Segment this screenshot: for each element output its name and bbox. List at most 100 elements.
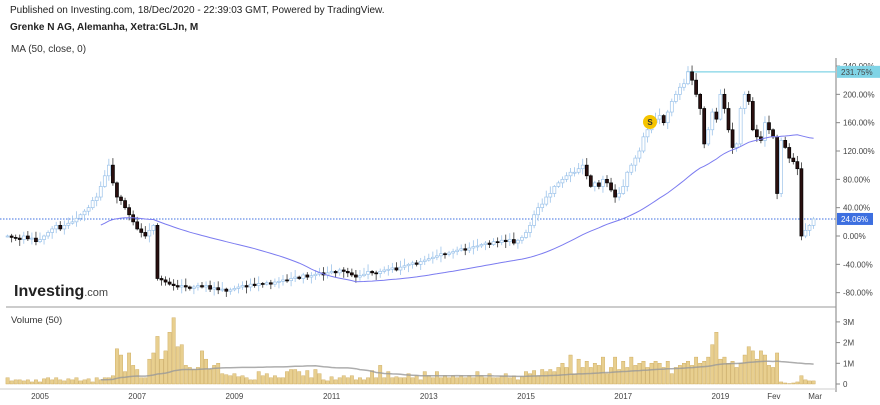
volume-bar — [726, 363, 731, 385]
candle-down — [694, 73, 698, 98]
candle-body — [451, 251, 455, 254]
volume-tick-label: 0 — [843, 380, 848, 389]
candle-body — [516, 239, 520, 244]
volume-bar — [358, 377, 362, 385]
candle-up — [560, 176, 565, 188]
volume-bar — [236, 376, 241, 385]
candle-up — [479, 243, 484, 249]
candle-body — [811, 218, 816, 226]
candle-up — [337, 267, 342, 276]
candle-body — [625, 171, 630, 187]
candle-down — [17, 234, 22, 246]
volume-bar — [285, 371, 289, 385]
volume-bar — [256, 371, 261, 385]
candle-down — [495, 237, 500, 248]
candle-up — [358, 269, 362, 281]
candle-down — [374, 270, 378, 280]
candle-up — [669, 98, 674, 117]
volume-bar — [382, 377, 387, 385]
candle-body — [151, 225, 156, 231]
high-price-badge — [837, 65, 880, 78]
volume-bar — [313, 369, 318, 385]
candle-body — [175, 285, 180, 288]
x-tick-label: 2017 — [614, 392, 632, 401]
volume-bar — [799, 375, 804, 385]
candle-body — [188, 286, 192, 289]
volume-bar — [106, 377, 111, 385]
candle-body — [273, 281, 277, 285]
volume-bar — [451, 375, 455, 385]
candle-body — [115, 182, 119, 198]
candle-up — [236, 283, 241, 294]
candle-up — [325, 266, 330, 279]
candle-body — [354, 274, 358, 278]
volume-bar — [580, 367, 585, 385]
volume-bar — [576, 358, 581, 385]
volume-bar — [609, 367, 613, 385]
candle-body — [394, 267, 399, 271]
volume-bar — [682, 363, 686, 385]
candle-body — [289, 278, 293, 281]
candle-down — [183, 278, 188, 292]
candle-body — [726, 108, 731, 131]
ma-line — [100, 134, 814, 283]
volume-bar — [402, 377, 407, 385]
candle-down — [305, 272, 310, 280]
candle-down — [767, 115, 771, 135]
volume-bar — [414, 375, 419, 385]
candle-body — [568, 171, 573, 177]
candle-body — [702, 108, 707, 145]
candle-body — [754, 129, 759, 138]
candle-down — [795, 155, 800, 176]
candle-body — [621, 186, 626, 194]
candle-up — [738, 106, 743, 147]
candle-up — [21, 231, 26, 244]
candle-body — [293, 276, 297, 279]
candle-down — [613, 184, 617, 203]
volume-bar — [564, 367, 569, 385]
candle-up — [264, 280, 269, 286]
volume-label: Volume (50) — [11, 315, 63, 326]
volume-bar — [625, 367, 630, 385]
candle-down — [123, 197, 127, 210]
candle-down — [698, 92, 703, 115]
volume-bar — [179, 344, 184, 385]
candle-up — [548, 186, 553, 203]
volume-tick-label: 2M — [843, 339, 854, 348]
candle-up — [540, 198, 545, 212]
candle-body — [686, 71, 690, 85]
candle-down — [171, 279, 176, 291]
volume-bar — [678, 365, 682, 385]
candle-body — [645, 129, 650, 138]
candle-body — [269, 282, 273, 285]
volume-bar — [426, 375, 431, 385]
candle-body — [212, 287, 216, 290]
volume-bar — [463, 377, 468, 385]
volume-bar — [439, 377, 443, 385]
candle-up — [90, 197, 95, 210]
candle-body — [42, 235, 46, 240]
candle-body — [601, 178, 605, 187]
candle-body — [382, 269, 387, 272]
candle-body — [309, 275, 314, 278]
candle-body — [633, 157, 638, 166]
volume-bar — [260, 375, 265, 385]
volume-bar — [657, 363, 662, 385]
volume-ma-line — [100, 360, 814, 381]
high-price-label: 231.75% — [841, 68, 873, 77]
volume-bar — [94, 377, 99, 385]
candle-up — [402, 258, 407, 270]
candle-body — [390, 267, 395, 270]
candle-body — [17, 237, 22, 240]
candle-up — [362, 267, 366, 278]
volume-bar — [386, 371, 391, 385]
volume-bar — [175, 346, 180, 385]
candle-body — [722, 93, 727, 109]
volume-bar — [349, 375, 354, 385]
volume-bar — [139, 377, 144, 385]
candle-body — [46, 232, 50, 237]
candle-body — [637, 150, 642, 159]
candle-down — [791, 153, 796, 165]
